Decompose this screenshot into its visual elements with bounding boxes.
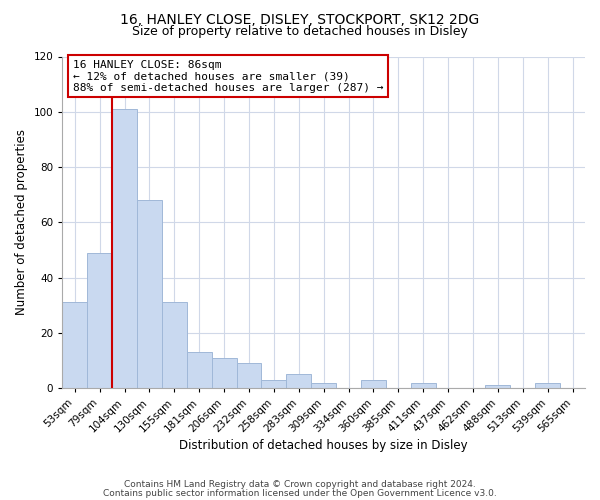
Bar xyxy=(411,382,436,388)
Bar xyxy=(87,252,112,388)
Bar xyxy=(137,200,162,388)
Text: 16, HANLEY CLOSE, DISLEY, STOCKPORT, SK12 2DG: 16, HANLEY CLOSE, DISLEY, STOCKPORT, SK1… xyxy=(121,12,479,26)
Bar xyxy=(286,374,311,388)
Bar xyxy=(62,302,87,388)
Y-axis label: Number of detached properties: Number of detached properties xyxy=(15,130,28,316)
Text: Contains HM Land Registry data © Crown copyright and database right 2024.: Contains HM Land Registry data © Crown c… xyxy=(124,480,476,489)
Text: Size of property relative to detached houses in Disley: Size of property relative to detached ho… xyxy=(132,25,468,38)
Bar xyxy=(212,358,236,388)
Bar xyxy=(187,352,212,388)
Bar xyxy=(162,302,187,388)
Text: Contains public sector information licensed under the Open Government Licence v3: Contains public sector information licen… xyxy=(103,489,497,498)
X-axis label: Distribution of detached houses by size in Disley: Distribution of detached houses by size … xyxy=(179,440,468,452)
Text: 16 HANLEY CLOSE: 86sqm
← 12% of detached houses are smaller (39)
88% of semi-det: 16 HANLEY CLOSE: 86sqm ← 12% of detached… xyxy=(73,60,383,93)
Bar xyxy=(361,380,386,388)
Bar xyxy=(535,382,560,388)
Bar xyxy=(485,386,511,388)
Bar xyxy=(236,363,262,388)
Bar xyxy=(262,380,286,388)
Bar xyxy=(311,382,336,388)
Bar xyxy=(112,109,137,388)
